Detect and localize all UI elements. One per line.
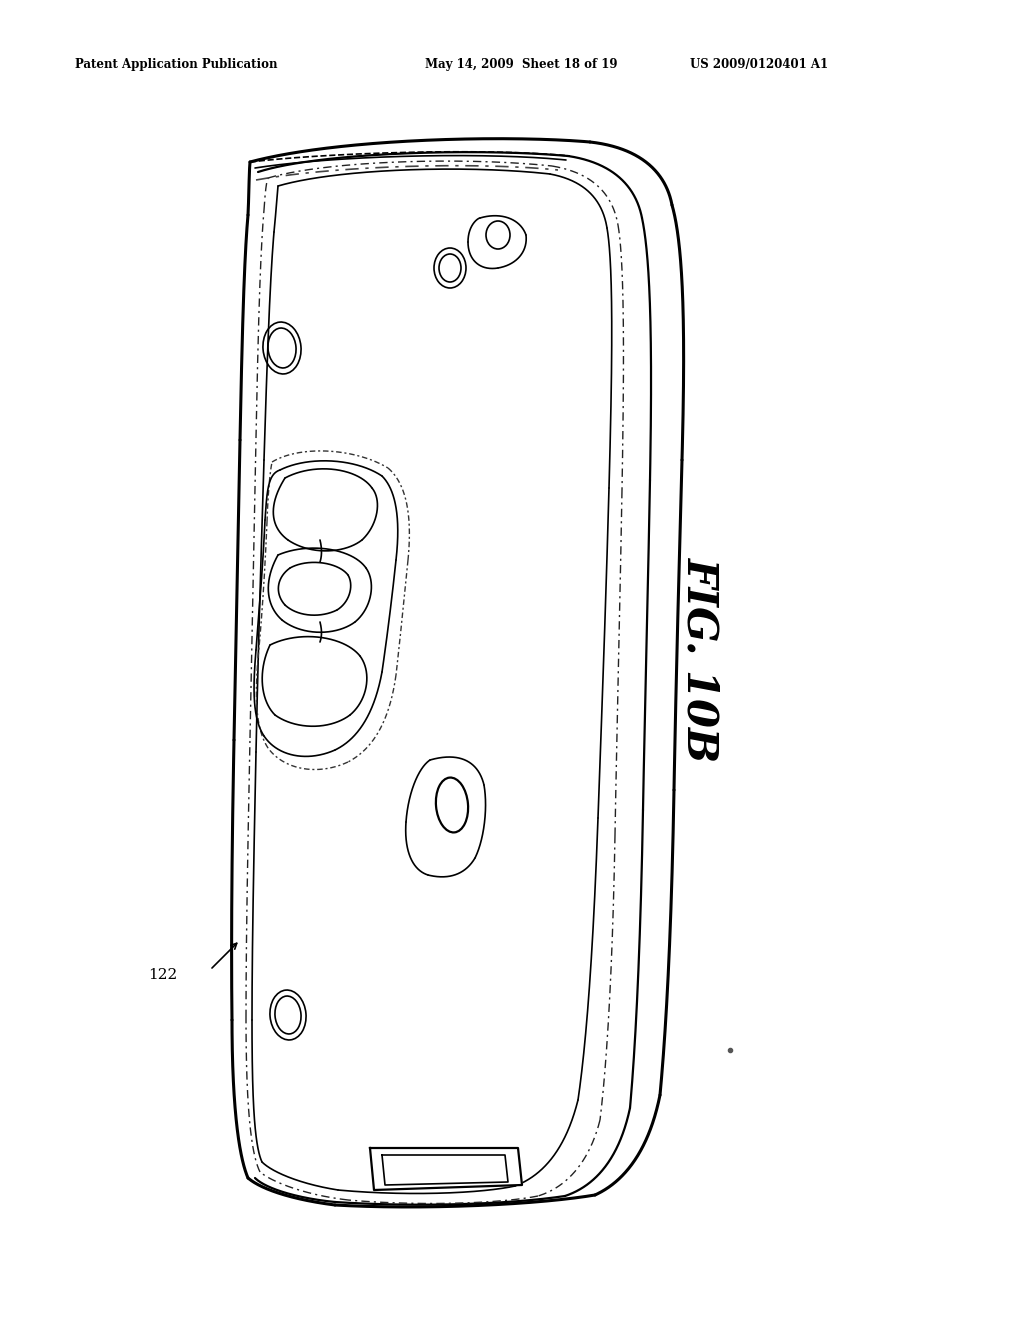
Text: 122: 122 bbox=[148, 968, 177, 982]
Polygon shape bbox=[370, 1148, 522, 1191]
Text: US 2009/0120401 A1: US 2009/0120401 A1 bbox=[690, 58, 828, 71]
Text: May 14, 2009  Sheet 18 of 19: May 14, 2009 Sheet 18 of 19 bbox=[425, 58, 617, 71]
Text: Patent Application Publication: Patent Application Publication bbox=[75, 58, 278, 71]
Text: FIG. 10B: FIG. 10B bbox=[679, 557, 721, 763]
